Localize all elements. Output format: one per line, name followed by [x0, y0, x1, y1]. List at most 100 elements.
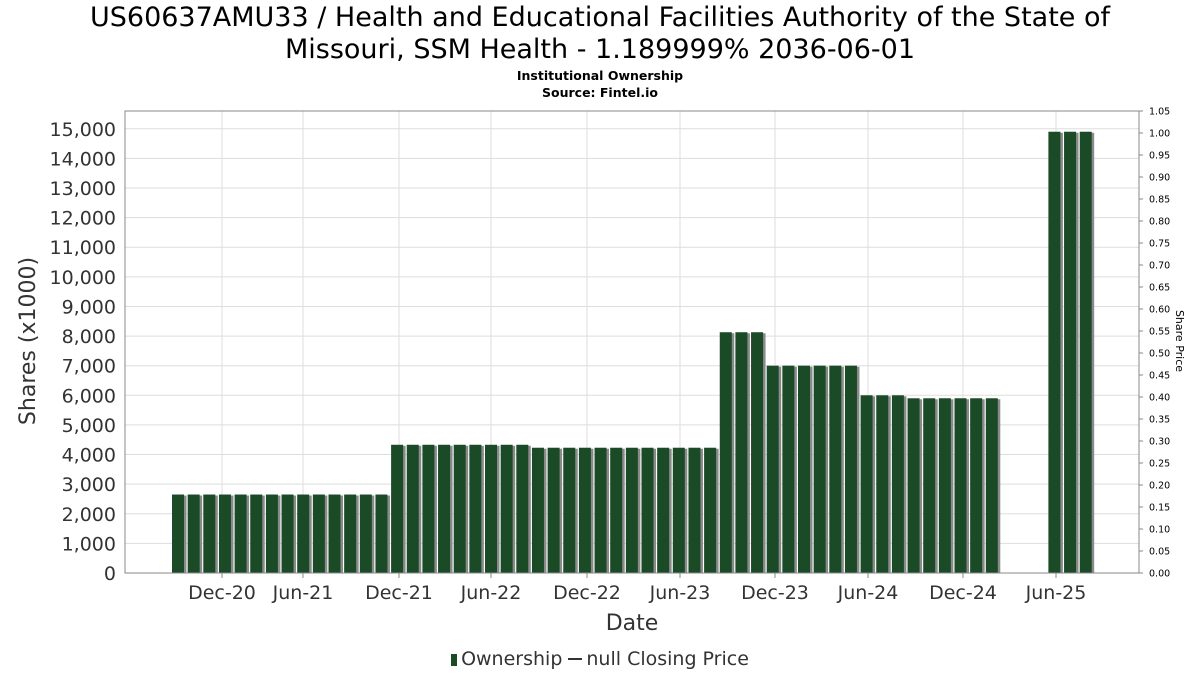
ownership-bar: [250, 494, 263, 573]
y-tick-label: 0: [104, 563, 116, 585]
ownership-legend-swatch: [451, 654, 458, 666]
ownership-bar: [625, 447, 638, 573]
ownership-bar: [782, 365, 795, 573]
x-tick-label: Jun-21: [272, 582, 334, 604]
y2-tick-label: 0.30: [1149, 437, 1170, 448]
ownership-bar: [798, 365, 810, 573]
ownership-bar: [172, 494, 184, 573]
ownership-bar: [203, 494, 216, 573]
ownership-bar: [954, 398, 967, 573]
x-tick-label: Jun-25: [1025, 582, 1087, 604]
y2-tick-label: 0.55: [1149, 327, 1170, 338]
ownership-bar: [907, 398, 920, 573]
y2-tick-label: 0.15: [1149, 503, 1170, 514]
ownership-bar: [657, 447, 670, 573]
ownership-bar: [328, 494, 341, 573]
ownership-bar: [500, 444, 513, 573]
ownership-bar: [578, 447, 591, 573]
ownership-bar: [391, 444, 404, 573]
y2-tick-label: 0.90: [1149, 173, 1170, 184]
y2-tick-label: 0.85: [1149, 195, 1170, 206]
ownership-bar: [688, 447, 701, 573]
y2-tick-label: 1.00: [1149, 129, 1170, 140]
x-tick-label: Jun-22: [460, 582, 522, 604]
ownership-bar: [610, 447, 623, 573]
ownership-bar: [704, 447, 717, 573]
ownership-bar: [876, 395, 889, 573]
x-tick-label: Dec-23: [741, 582, 809, 604]
ownership-bar: [829, 365, 842, 573]
ownership-bar: [531, 447, 544, 573]
ownership-bar: [735, 332, 748, 573]
ownership-bar: [766, 365, 779, 573]
y2-tick-label: 0.45: [1149, 371, 1170, 382]
ownership-bar: [234, 494, 247, 573]
ownership-bar: [938, 398, 951, 573]
ownership-bar: [516, 444, 529, 573]
chart-title-line-2: Missouri, SSM Health - 1.189999% 2036-06…: [284, 34, 916, 65]
x-tick-label: Dec-21: [365, 582, 433, 604]
x-tick-label: Jun-23: [649, 582, 711, 604]
ownership-bar: [1048, 131, 1061, 573]
ownership-bar: [265, 494, 278, 573]
y2-tick-label: 0.80: [1149, 217, 1170, 228]
y2-tick-label: 0.75: [1149, 239, 1170, 250]
ownership-bar: [1079, 131, 1092, 573]
plot-frame: [124, 110, 1140, 574]
y-tick-label: 8,000: [62, 326, 116, 348]
y-tick-label: 2,000: [62, 504, 116, 526]
chart-title-line-1: US60637AMU33 / Health and Educational Fa…: [89, 2, 1111, 33]
y2-tick-label: 0.05: [1149, 547, 1170, 558]
ownership-bar: [860, 395, 873, 573]
y2-tick-label: 0.25: [1149, 459, 1170, 470]
ownership-bar: [438, 444, 451, 573]
ownership-bar: [844, 365, 857, 573]
price-legend-line: [568, 658, 583, 660]
legend-ownership: Ownership: [461, 648, 563, 670]
ownership-bar: [485, 444, 497, 573]
ownership-bar: [297, 494, 310, 573]
y-tick-label: 10,000: [50, 267, 116, 289]
y2-tick-label: 0.35: [1149, 415, 1170, 426]
x-tick-label: Jun-24: [837, 582, 899, 604]
y2-tick-label: 0.40: [1149, 393, 1170, 404]
ownership-bar: [563, 447, 576, 573]
y-tick-label: 11,000: [50, 237, 116, 259]
ownership-bar: [891, 395, 904, 573]
y2-axis-label: Share Price: [1173, 310, 1186, 372]
y2-tick-label: 0.95: [1149, 151, 1170, 162]
y-axis-label: Shares (x1000): [16, 257, 41, 425]
ownership-bar: [312, 494, 325, 573]
y2-tick-label: 0.65: [1149, 283, 1170, 294]
y-tick-label: 7,000: [62, 356, 116, 378]
y-tick-label: 4,000: [62, 445, 116, 467]
ownership-bar: [672, 447, 685, 573]
ownership-bar: [406, 444, 419, 573]
x-tick-label: Dec-24: [929, 582, 997, 604]
ownership-bar: [218, 494, 231, 573]
ownership-bar: [375, 494, 388, 573]
y2-tick-label: 0.60: [1149, 305, 1170, 316]
y-tick-label: 15,000: [50, 119, 116, 141]
ownership-bar: [281, 494, 294, 573]
ownership-bar: [422, 444, 435, 573]
y2-tick-label: 0.50: [1149, 349, 1170, 360]
x-axis-label: Date: [606, 611, 659, 636]
y2-tick-label: 1.05: [1149, 107, 1170, 118]
ownership-bar: [923, 398, 936, 573]
ownership-bar: [1064, 131, 1077, 573]
y2-tick-label: 0.20: [1149, 481, 1170, 492]
ownership-bar: [813, 365, 826, 573]
x-tick-label: Dec-22: [553, 582, 621, 604]
ownership-bar: [985, 398, 998, 573]
y-tick-label: 9,000: [62, 296, 116, 318]
ownership-bar: [719, 332, 732, 573]
legend-price: null Closing Price: [586, 648, 749, 670]
y-tick-label: 6,000: [62, 385, 116, 407]
x-tick-label: Dec-20: [188, 582, 256, 604]
chart-source: Source: Fintel.io: [542, 85, 658, 100]
y-tick-label: 12,000: [50, 208, 116, 230]
y2-tick-label: 0.70: [1149, 261, 1170, 272]
ownership-bar: [344, 494, 357, 573]
